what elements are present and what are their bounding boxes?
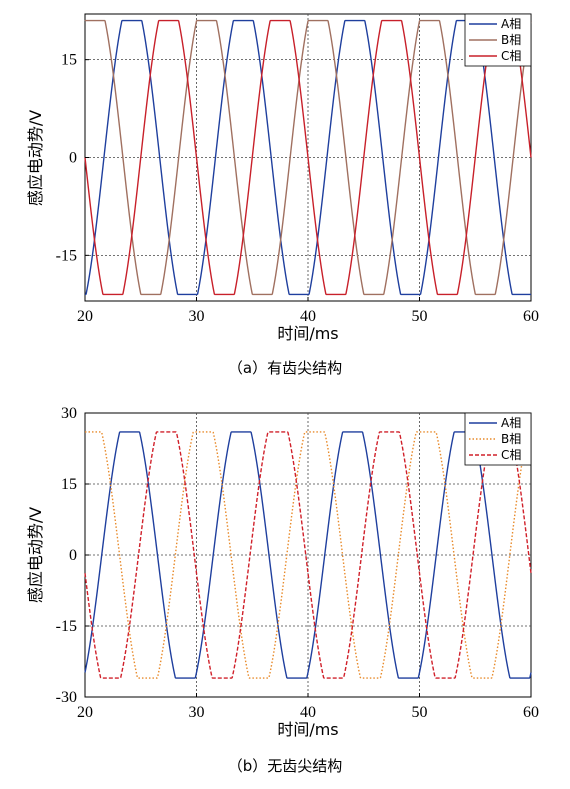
legend-label-1: A相 [501, 17, 521, 31]
x-tick-label: 50 [412, 704, 428, 721]
legend-a: A相 B相 C相 [464, 13, 532, 67]
y-tick-label: -15 [56, 247, 77, 264]
legend-box [464, 13, 532, 67]
x-tick-label: 60 [523, 308, 539, 325]
legend-label-3: C相 [501, 49, 521, 63]
legend-label-2: B相 [501, 432, 521, 446]
y-tick-label: 30 [61, 405, 77, 422]
y-axis-label-b: 感应电动势/V [26, 507, 45, 603]
ticks-a: 20 30 40 50 60 15 0 -15 [56, 52, 539, 325]
series-line-1 [84, 431, 532, 679]
x-tick-label: 20 [77, 704, 93, 721]
x-tick-label: 30 [189, 308, 205, 325]
y-tick-label: -15 [56, 618, 77, 635]
caption-a: （a）有齿尖结构 [228, 359, 342, 377]
x-tick-label: 30 [189, 704, 205, 721]
series-line-2 [85, 431, 531, 679]
panel-a: 20 30 40 50 60 15 0 -15 A相 B相 C相 时间/ms 感应电动势/V （a… [26, 13, 539, 377]
y-tick-label: 15 [61, 476, 77, 493]
panel-b: 20 30 40 50 60 30 15 0 -15 -30 A相 B相 C相 时间/ms 感应电动势… [26, 405, 539, 775]
x-tick-label: 20 [77, 308, 93, 325]
caption-b: （b）无齿尖结构 [228, 757, 343, 775]
legend-label-2: B相 [501, 33, 521, 47]
y-axis-label-a: 感应电动势/V [26, 110, 45, 206]
series-line-2 [84, 19, 532, 296]
x-tick-label: 50 [412, 308, 428, 325]
y-tick-label: 0 [69, 150, 77, 167]
x-axis-label-b: 时间/ms [277, 720, 338, 739]
series-line-3 [84, 431, 532, 679]
x-tick-label: 40 [300, 704, 316, 721]
x-axis-label-a: 时间/ms [277, 324, 338, 343]
legend-label-1: A相 [501, 416, 521, 430]
lines-b [84, 431, 532, 679]
ticks-b: 20 30 40 50 60 30 15 0 -15 -30 [56, 405, 539, 721]
y-tick-label: -30 [56, 689, 77, 706]
grid-b [85, 413, 531, 697]
y-tick-label: 15 [61, 52, 77, 69]
x-tick-label: 60 [523, 704, 539, 721]
legend-b: A相 B相 C相 [464, 412, 532, 466]
y-tick-label: 0 [69, 547, 77, 564]
legend-label-3: C相 [501, 448, 521, 462]
series-line-3 [84, 19, 532, 296]
x-tick-label: 40 [300, 308, 316, 325]
lines-a [84, 19, 532, 296]
series-line-1 [85, 19, 531, 296]
